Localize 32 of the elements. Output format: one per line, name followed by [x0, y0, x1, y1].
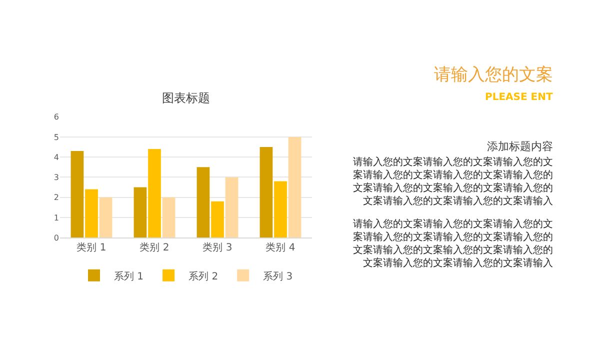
text: PLEASE ENT — [485, 92, 553, 103]
bar — [162, 197, 176, 238]
bar — [211, 201, 224, 238]
bar — [134, 187, 147, 238]
y-tick-label: 4 — [54, 152, 59, 162]
bar — [148, 149, 161, 238]
x-tick-label: 类别 4 — [266, 242, 296, 254]
bar — [70, 151, 84, 238]
y-tick-label: 2 — [54, 193, 59, 202]
legend-label: 系列 1 — [114, 270, 144, 282]
y-tick-label: 0 — [54, 233, 59, 242]
bar — [225, 177, 238, 238]
bar — [196, 167, 210, 238]
text: 请输入您的文案请输入您的文案请输入您的文案请输入您的文案请输入您的文案请输入您的文案请输入您的文案输入您的文案请输入您的文案请输入您的文案请输入您的文案请输入 — [353, 156, 553, 207]
text: 请输入您的文案请输入您的文案请输入您的文案请输入您的文案请输入您的文案请输入您的文案请输入您的文案输入您的文案请输入您的文案请输入您的文案请输入您的文案请输入 — [353, 218, 553, 269]
x-tick-label: 类别 3 — [202, 242, 232, 254]
x-tick-label: 类别 2 — [140, 242, 170, 254]
bar — [288, 136, 302, 238]
bar — [260, 147, 273, 238]
chart-title: 图表标题 — [162, 91, 210, 106]
y-tick-label: 1 — [54, 213, 59, 222]
legend-label: 系列 2 — [188, 270, 218, 282]
bar — [274, 181, 287, 238]
y-tick-label: 3 — [54, 173, 59, 182]
bar — [85, 189, 98, 238]
y-tick-label: 6 — [54, 112, 59, 122]
x-tick-label: 类别 1 — [76, 242, 106, 254]
text: 请输入您的文案 — [434, 65, 553, 85]
bar — [99, 197, 112, 238]
text: 添加标题内容 — [487, 140, 553, 153]
y-tick-label: 5 — [54, 132, 59, 142]
legend-label: 系列 3 — [263, 270, 293, 282]
